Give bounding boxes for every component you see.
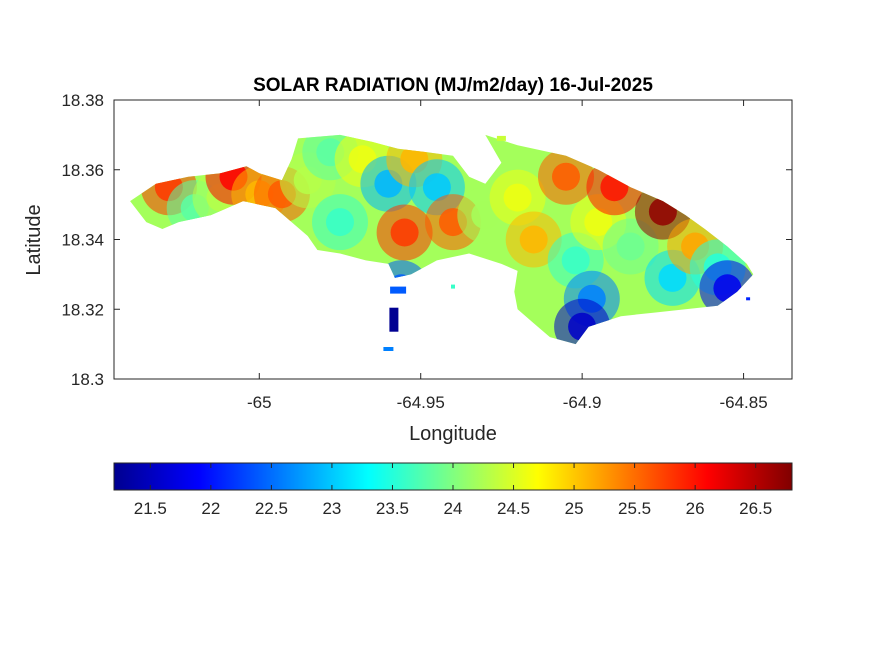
y-tick-label: 18.32 [61, 300, 104, 319]
value-cell [422, 173, 451, 202]
small-islands [383, 135, 751, 351]
islet [390, 286, 407, 294]
value-cell [616, 232, 645, 261]
y-tick-label: 18.34 [61, 231, 104, 250]
colorbar-tick-label: 26.5 [739, 499, 772, 518]
colorbar-tick-label: 25 [565, 499, 584, 518]
colorbar-tick-label: 26 [686, 499, 705, 518]
y-tick-label: 18.38 [61, 91, 104, 110]
islet [383, 347, 394, 351]
value-cell [552, 162, 580, 191]
y-tick-label: 18.3 [71, 370, 104, 389]
x-axis-ticks: -65 -64.95 -64.9 -64.85 [247, 100, 768, 412]
chart-title: SOLAR RADIATION (MJ/m2/day) 16-Jul-2025 [253, 75, 653, 96]
value-cell [503, 183, 532, 212]
value-cell [584, 208, 613, 237]
colorbar-tick-label: 22.5 [255, 499, 288, 518]
colorbar-tick-label: 21.5 [134, 499, 167, 518]
colorbar-tick-label: 24.5 [497, 499, 530, 518]
colorbar-tick-label: 22 [201, 499, 220, 518]
colorbar-tick-label: 23 [322, 499, 341, 518]
islet [451, 284, 455, 289]
x-axis-label: Longitude [409, 423, 497, 445]
value-cell [390, 218, 419, 247]
value-cell [658, 263, 687, 292]
x-tick-label: -65 [247, 393, 272, 412]
x-tick-label: -64.95 [397, 393, 445, 412]
colorbar-ticks: 21.5 22 22.5 23 23.5 24 24.5 25 25.5 26 26.5 [134, 463, 772, 518]
colorbar-tick-label: 24 [444, 499, 463, 518]
islet [389, 307, 399, 332]
value-cell [561, 246, 590, 275]
islet [496, 135, 506, 141]
value-cell [326, 208, 354, 237]
y-axis-label: Latitude [23, 204, 45, 275]
x-tick-label: -64.9 [563, 393, 602, 412]
x-tick-label: -64.85 [719, 393, 767, 412]
y-axis-ticks: 18.3 18.32 18.34 18.36 18.38 [61, 91, 792, 389]
y-tick-label: 18.36 [61, 161, 104, 180]
value-cell [519, 225, 548, 254]
colorbar-tick-label: 25.5 [618, 499, 651, 518]
colorbar-tick-label: 23.5 [376, 499, 409, 518]
islet [746, 297, 751, 301]
